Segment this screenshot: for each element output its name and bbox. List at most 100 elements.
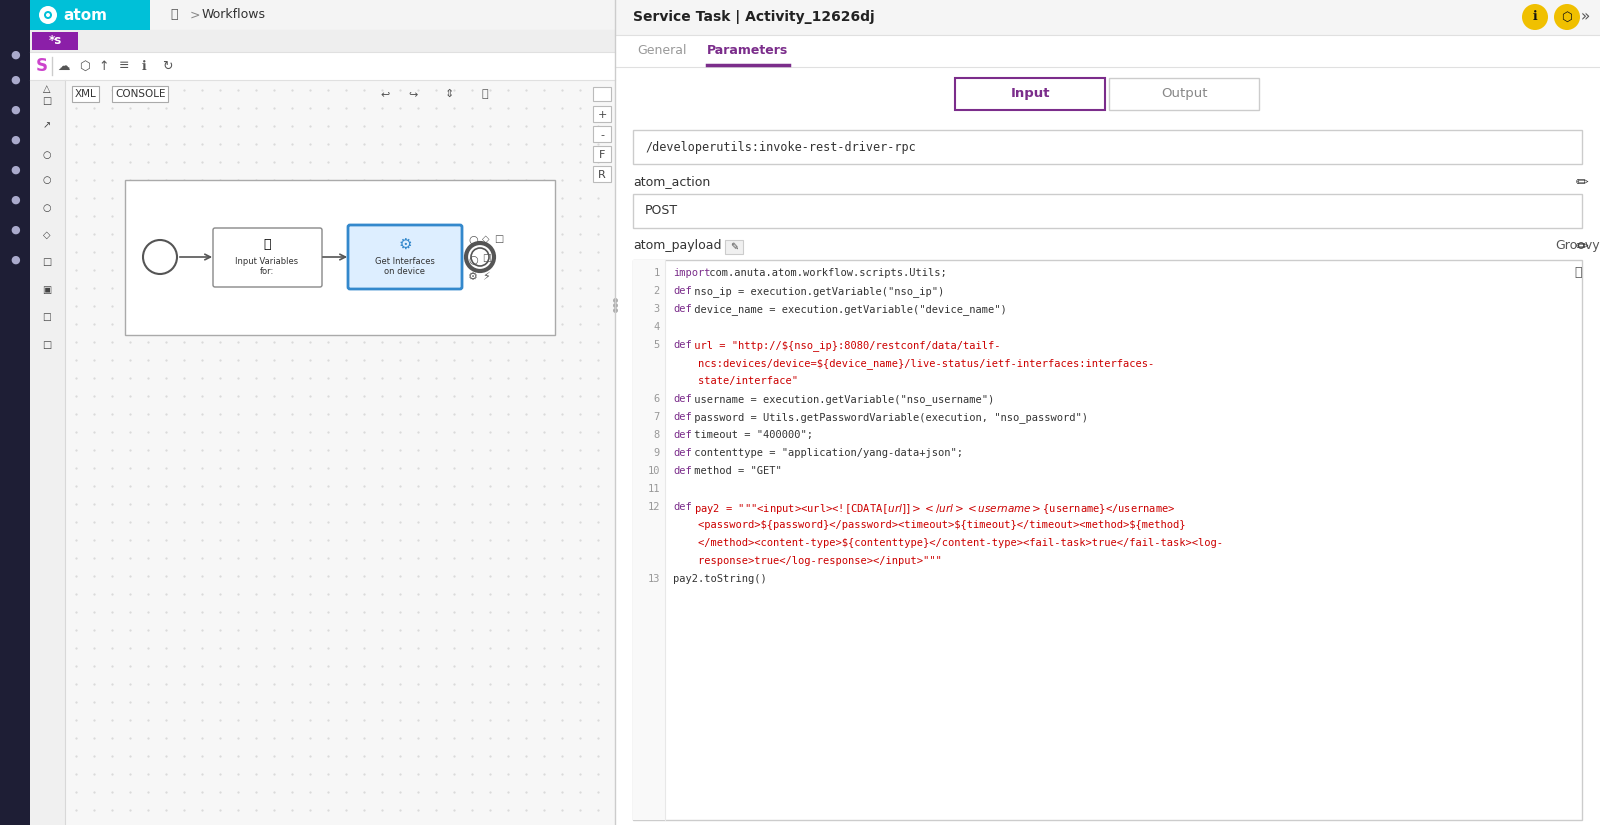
- Text: △
□: △ □: [42, 84, 51, 106]
- Text: </method><content-type>${contenttype}</content-type><fail-task>true</fail-task><: </method><content-type>${contenttype}</c…: [674, 538, 1222, 548]
- Text: 10: 10: [648, 466, 661, 476]
- Text: def: def: [674, 448, 691, 458]
- FancyBboxPatch shape: [725, 240, 742, 254]
- FancyBboxPatch shape: [30, 0, 150, 30]
- Text: ↑: ↑: [99, 59, 109, 73]
- Text: ◇: ◇: [43, 230, 51, 240]
- FancyBboxPatch shape: [634, 260, 1582, 820]
- Text: 12: 12: [648, 502, 661, 512]
- Text: def: def: [674, 394, 691, 404]
- Text: □: □: [42, 340, 51, 350]
- Text: url = "http://${nso_ip}:8080/restconf/data/tailf-: url = "http://${nso_ip}:8080/restconf/da…: [688, 340, 1000, 351]
- FancyBboxPatch shape: [30, 30, 614, 52]
- Text: password = Utils.getPasswordVariable(execution, "nso_password"): password = Utils.getPasswordVariable(exe…: [688, 412, 1088, 423]
- Text: ✏: ✏: [1576, 175, 1589, 190]
- Text: ⚙: ⚙: [398, 237, 411, 252]
- Text: ●: ●: [10, 255, 19, 265]
- Text: 👤: 👤: [264, 238, 270, 251]
- Text: ⬡: ⬡: [1562, 11, 1573, 23]
- Text: ↻: ↻: [162, 59, 173, 73]
- FancyBboxPatch shape: [614, 0, 1600, 35]
- Text: timeout = "400000";: timeout = "400000";: [688, 430, 813, 440]
- FancyBboxPatch shape: [634, 260, 666, 820]
- Text: R: R: [598, 170, 606, 180]
- FancyBboxPatch shape: [1109, 78, 1259, 110]
- Text: ●: ●: [10, 105, 19, 115]
- Text: def: def: [674, 466, 691, 476]
- Text: 13: 13: [648, 574, 661, 584]
- Text: username = execution.getVariable("nso_username"): username = execution.getVariable("nso_us…: [688, 394, 994, 405]
- Text: def: def: [674, 340, 691, 350]
- Text: 11: 11: [648, 484, 661, 494]
- FancyBboxPatch shape: [614, 0, 1600, 825]
- Text: contenttype = "application/yang-data+json";: contenttype = "application/yang-data+jso…: [688, 448, 963, 458]
- Text: 2: 2: [654, 286, 661, 296]
- Text: on device: on device: [384, 266, 426, 276]
- Circle shape: [1554, 4, 1581, 30]
- FancyBboxPatch shape: [634, 130, 1582, 164]
- Text: method = "GET": method = "GET": [688, 466, 782, 476]
- Text: ⬡: ⬡: [78, 59, 90, 73]
- Circle shape: [46, 13, 50, 17]
- Text: General: General: [637, 45, 686, 58]
- FancyBboxPatch shape: [0, 0, 30, 825]
- Circle shape: [142, 240, 178, 274]
- Text: ≡: ≡: [118, 59, 130, 73]
- Circle shape: [45, 11, 51, 19]
- FancyBboxPatch shape: [125, 180, 555, 335]
- Text: atom_action: atom_action: [634, 176, 710, 188]
- FancyBboxPatch shape: [213, 228, 322, 287]
- Text: ⚙: ⚙: [467, 272, 478, 282]
- Text: /developerutils:invoke-rest-driver-rpc: /developerutils:invoke-rest-driver-rpc: [645, 140, 915, 153]
- Text: ⇕: ⇕: [445, 89, 454, 99]
- Text: response>true</log-response></input>""": response>true</log-response></input>""": [674, 556, 942, 566]
- Text: com.anuta.atom.workflow.scripts.Utils;: com.anuta.atom.workflow.scripts.Utils;: [702, 268, 947, 278]
- Text: ☐: ☐: [43, 313, 51, 323]
- Text: ✎: ✎: [730, 242, 738, 252]
- Text: Output: Output: [1160, 87, 1208, 101]
- Text: ▣: ▣: [42, 285, 51, 295]
- FancyBboxPatch shape: [30, 80, 66, 825]
- Text: 8: 8: [654, 430, 661, 440]
- Circle shape: [470, 248, 490, 266]
- Text: def: def: [674, 502, 691, 512]
- Text: ℹ: ℹ: [142, 59, 146, 73]
- FancyBboxPatch shape: [594, 126, 611, 142]
- Text: ○: ○: [43, 203, 51, 213]
- Text: ●: ●: [10, 225, 19, 235]
- Text: >: >: [190, 8, 200, 21]
- Text: ○: ○: [43, 150, 51, 160]
- FancyBboxPatch shape: [349, 225, 462, 289]
- FancyBboxPatch shape: [32, 32, 78, 50]
- FancyBboxPatch shape: [594, 166, 611, 182]
- Text: nso_ip = execution.getVariable("nso_ip"): nso_ip = execution.getVariable("nso_ip"): [688, 286, 944, 297]
- Text: Groovy: Groovy: [1555, 239, 1600, 252]
- Text: Parameters: Parameters: [707, 45, 789, 58]
- Text: def: def: [674, 430, 691, 440]
- Text: CONSOLE: CONSOLE: [115, 89, 165, 99]
- Text: 🏠: 🏠: [170, 8, 178, 21]
- Text: 4: 4: [654, 322, 661, 332]
- Text: atom_payload: atom_payload: [634, 239, 722, 252]
- FancyBboxPatch shape: [594, 87, 611, 101]
- Text: ↗: ↗: [43, 120, 51, 130]
- Text: Service Task | Activity_12626dj: Service Task | Activity_12626dj: [634, 10, 875, 24]
- FancyBboxPatch shape: [30, 0, 1600, 30]
- Text: ↩: ↩: [381, 89, 390, 99]
- Text: 5: 5: [654, 340, 661, 350]
- Text: ●: ●: [10, 135, 19, 145]
- Text: 9: 9: [654, 448, 661, 458]
- Text: def: def: [674, 304, 691, 314]
- FancyBboxPatch shape: [30, 52, 614, 80]
- Text: for:: for:: [259, 266, 274, 276]
- Text: Input: Input: [1010, 87, 1050, 101]
- Text: <password>${password}</password><timeout>${timeout}</timeout><method>${method}: <password>${password}</password><timeout…: [674, 520, 1186, 530]
- Text: ⚡: ⚡: [482, 272, 490, 282]
- Text: ncs:devices/device=${device_name}/live-status/ietf-interfaces:interfaces-: ncs:devices/device=${device_name}/live-s…: [674, 358, 1154, 369]
- Circle shape: [1522, 4, 1549, 30]
- Text: »: »: [1581, 10, 1590, 25]
- Text: state/interface": state/interface": [674, 376, 798, 386]
- Text: 7: 7: [654, 412, 661, 422]
- Text: ☐: ☐: [482, 254, 491, 264]
- Text: atom: atom: [62, 7, 107, 22]
